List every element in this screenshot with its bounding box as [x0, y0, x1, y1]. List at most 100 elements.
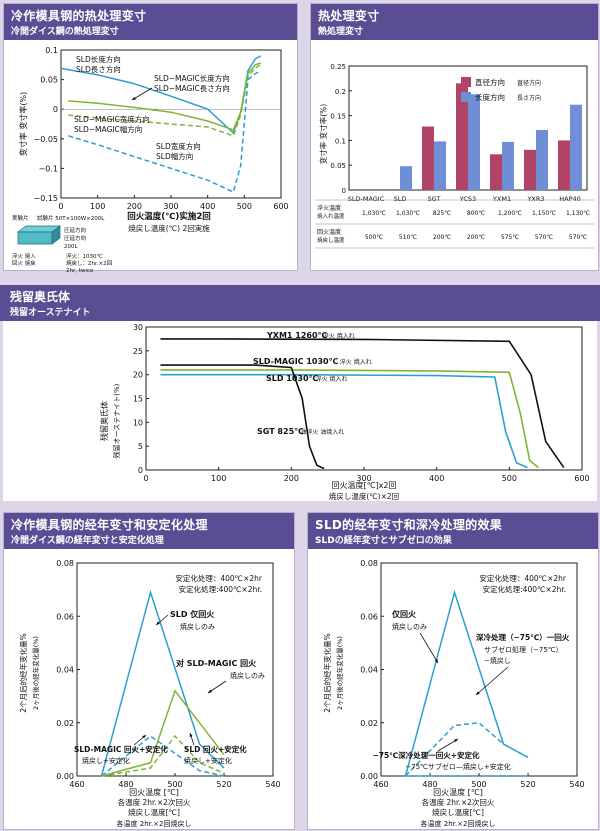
x-tick-label: 500	[502, 474, 517, 483]
table-cell: 800℃	[467, 210, 485, 217]
annotation: SLD-MAGIC 回火+安定化	[74, 744, 168, 754]
table-cell: 1,030℃	[396, 210, 420, 217]
series-label-note: 淬火 焼入れ	[323, 332, 355, 340]
panel-subtitle: 冷間ダイス鋼の経年変寸と安定化処理	[11, 536, 164, 546]
pointer-line	[131, 87, 153, 101]
y-tick-label: 0.08	[56, 559, 74, 568]
table-row-label: 回火温度	[317, 228, 341, 236]
x-axis-subtitle: 焼戻し温度[℃]	[128, 807, 180, 817]
y-tick-label: 0.05	[330, 162, 346, 170]
y-tick-label: 30	[133, 323, 143, 332]
bar-chart-heat-treatment: 0.25 0.2 0.15 0.1 0.05 0 变寸率 变寸率(%) SLD-MAGIC SL…	[315, 63, 594, 249]
annotation: −75℃深冷处理一回火+安定化	[372, 750, 480, 760]
y-tick-label: 0.00	[360, 772, 378, 781]
bar	[536, 129, 548, 190]
y-tick-label: 0.00	[56, 772, 74, 781]
panel-subtitle: 熱処理変寸	[318, 27, 364, 37]
panel-retained-austenite: 0 100 200 300 400 500 600 30 25 20 15 10 5 0 残留奥氏体 残留オー…	[3, 321, 597, 501]
bar	[400, 166, 412, 190]
x-tick-label: 460	[373, 780, 388, 789]
note: 安定化处理：400℃×2hr	[175, 573, 263, 583]
y-tick-label: −0.05	[33, 135, 58, 144]
pointer-arrowhead	[132, 96, 136, 100]
specimen-cond: 焼戻し：2hr.×2回	[66, 259, 113, 267]
category-label: SLD	[394, 195, 407, 203]
panel-header: 冷作模具钢的热处理变寸 冷間ダイス鋼の熱処理変寸	[4, 4, 297, 40]
series-line	[101, 734, 225, 777]
y-tick-label: 0	[342, 187, 346, 195]
y-axis-subtitle: 2ヶ月後の経年変化量(%)	[31, 636, 40, 710]
pointer-arrowhead	[208, 689, 212, 693]
bar	[524, 149, 536, 190]
legend-swatch	[461, 77, 471, 87]
bar	[468, 94, 480, 190]
annotation: 对 SLD-MAGIC 回火	[176, 658, 257, 668]
y-axis-title: 2个月后的经年变化量%	[18, 633, 28, 712]
series-line	[68, 70, 262, 194]
line-chart-subzero-effect: 460 480 500 520 540 0.08 0.06 0.04 0.02 0.00 安定化处理…	[322, 559, 585, 828]
annotation: −75℃サブゼロ—焼戻し+安定化	[405, 762, 511, 771]
series-line	[60, 55, 262, 135]
y-tick-label: 0.25	[330, 63, 346, 71]
category-label: SLD-MAGIC	[348, 195, 385, 203]
specimen-cond: 淬火：1030℃	[66, 252, 103, 260]
y-tick-label: −0.1	[39, 164, 58, 173]
panel-subtitle: SLDの経年変寸とサブゼロの効果	[315, 536, 452, 546]
series-label: SLD 1030℃	[266, 374, 319, 383]
series-line	[160, 373, 528, 469]
x-axis-subtitle: 各温度 2hr.×2回焼戻し	[117, 819, 192, 828]
category-label: HAP40	[559, 195, 581, 203]
specimen-front	[17, 231, 53, 245]
annotation: SLD长度方向	[76, 54, 121, 64]
x-tick-label: 600	[574, 474, 589, 483]
specimen-side	[51, 225, 61, 245]
line-chart-retained-austenite: 0 100 200 300 400 500 600 30 25 20 15 10 5 0 残留奥氏体 残留オー…	[99, 323, 590, 501]
x-tick-label: 540	[569, 780, 584, 789]
x-tick-label: 0	[143, 474, 148, 483]
legend-label-jp: 長さ方向	[517, 94, 541, 102]
pointer-arrowhead	[142, 735, 146, 739]
bar	[558, 140, 570, 190]
panel-header: 冷作模具钢的经年变寸和安定化处理 冷間ダイス鋼の経年変寸と安定化処理	[4, 513, 294, 549]
panel-subtitle: 冷間ダイス鋼の熱処理変寸	[11, 27, 119, 37]
panel-title: 冷作模具钢的热处理变寸	[11, 9, 147, 23]
specimen-length: 200L	[64, 244, 78, 250]
bar	[570, 104, 582, 190]
annotation: SLD−MAGIC宽度方向	[74, 114, 150, 124]
table-row-label: 焼戻し温度	[317, 236, 345, 244]
note: 安定化処理:400℃×2hr.	[483, 584, 566, 594]
legend-label: 长度方向	[475, 92, 505, 102]
y-tick-label: 25	[133, 347, 143, 356]
bar	[434, 141, 446, 190]
x-axis-title: 回火温度(℃)实施2回	[127, 211, 210, 222]
panel-header: 热处理变寸 熱処理変寸	[311, 4, 598, 40]
line-chart-heat-treatment: 0 100 200 300 400 500 600 0.1 0.05 0 −0.05 −0.1 −0.1…	[12, 46, 289, 274]
y-tick-label: 0.06	[56, 612, 74, 621]
annotation: SLD宽度方向	[156, 141, 201, 151]
legend-label: 直径方向	[475, 77, 505, 87]
annotation: SLD−MAGIC長さ方向	[154, 83, 230, 93]
panel-header: SLD的经年变寸和深冷处理的效果 SLDの経年変寸とサブゼロの効果	[308, 513, 598, 549]
series-label: YXM1 1260℃	[266, 331, 328, 340]
annotation: SLD長さ方向	[76, 64, 121, 74]
annotation: 焼戻しのみ	[180, 622, 215, 631]
y-tick-label: 0.1	[335, 137, 346, 145]
series-line	[68, 64, 262, 137]
y-axis-title: 变寸率 变寸率(%)	[318, 104, 328, 164]
panel-heat-treatment-bar: 热处理变寸 熱処理変寸 0.25 0.2 0.15 0.1 0.05 0 变寸率 变寸率(%…	[310, 3, 599, 271]
table-cell: 510℃	[399, 234, 417, 241]
specimen-quench: 淬火 焼入	[12, 252, 36, 260]
pointer-line	[437, 738, 459, 752]
y-tick-label: 15	[133, 395, 143, 404]
series-line	[100, 589, 225, 777]
table-cell: 1,150℃	[532, 210, 556, 217]
series-label-note: 油淬火 油焼入れ	[300, 428, 344, 436]
y-tick-label: 0.04	[56, 666, 74, 675]
x-tick-label: 200	[127, 202, 142, 211]
series-line	[160, 369, 539, 469]
panel-subzero-effect: SLD的经年变寸和深冷处理的效果 SLDの経年変寸とサブゼロの効果 460 480…	[307, 512, 599, 830]
series-line	[160, 364, 325, 470]
y-tick-label: 20	[133, 371, 143, 380]
y-axis-subtitle: 2ヶ月後の経年変化量(%)	[335, 636, 344, 710]
x-axis-title: 回火温度[℃]x2回	[331, 480, 396, 490]
